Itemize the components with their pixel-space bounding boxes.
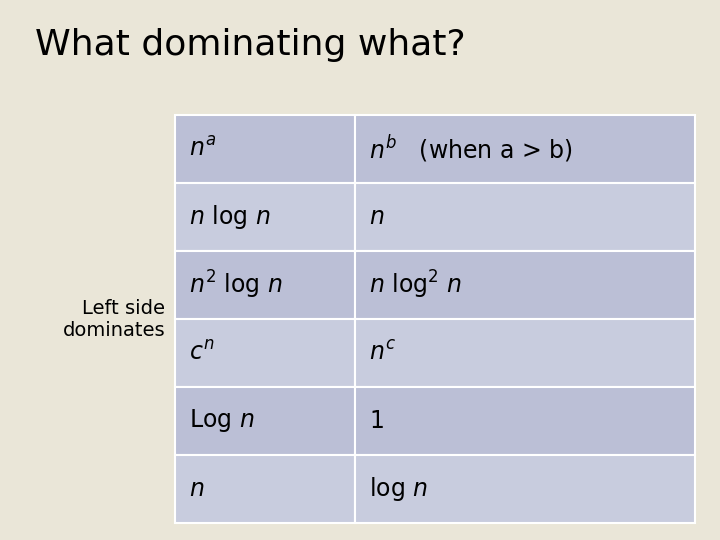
- Bar: [175, 115, 355, 183]
- Text: $n^a$: $n^a$: [189, 137, 216, 161]
- Text: Log $n$: Log $n$: [189, 408, 254, 435]
- Text: $n^b$   (when a > b): $n^b$ (when a > b): [369, 133, 573, 165]
- Bar: [355, 387, 695, 455]
- Text: $c^n$: $c^n$: [189, 341, 215, 365]
- Text: $n$: $n$: [369, 205, 384, 229]
- Bar: [175, 387, 355, 455]
- Bar: [355, 115, 695, 183]
- Text: log $n$: log $n$: [369, 475, 428, 503]
- Text: 1: 1: [369, 409, 384, 433]
- Text: $n^c$: $n^c$: [369, 341, 396, 365]
- Bar: [355, 319, 695, 387]
- Bar: [355, 251, 695, 319]
- Text: $n$: $n$: [189, 477, 204, 501]
- Bar: [175, 251, 355, 319]
- Text: $n^2$ log $n$: $n^2$ log $n$: [189, 269, 283, 301]
- Bar: [175, 183, 355, 251]
- Bar: [355, 455, 695, 523]
- Bar: [175, 319, 355, 387]
- Bar: [175, 455, 355, 523]
- Text: $n$ log $n$: $n$ log $n$: [189, 203, 271, 231]
- Text: Left side
dominates: Left side dominates: [63, 299, 165, 340]
- Bar: [355, 183, 695, 251]
- Text: What dominating what?: What dominating what?: [35, 28, 466, 62]
- Text: $n$ log$^2$ $n$: $n$ log$^2$ $n$: [369, 269, 462, 301]
